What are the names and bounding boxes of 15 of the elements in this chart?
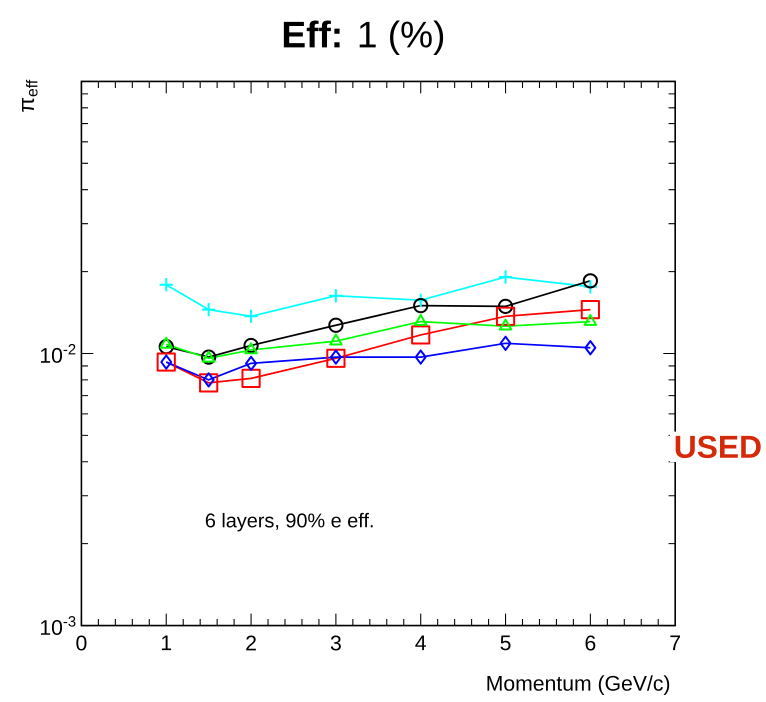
x-tick-label: 3 xyxy=(330,636,341,651)
y-axis-title: π$_{eff}$ xyxy=(22,80,38,112)
annotation: 6 layers, 90% e eff. xyxy=(206,512,373,532)
x-tick-label: 2 xyxy=(246,636,256,650)
y-tick-label: 10$^{-2}$ xyxy=(40,344,76,363)
x-axis-title: Momentum (GeV/c) xyxy=(487,675,670,695)
x-tick-label: 7 xyxy=(670,636,680,650)
y-tick-label: 10$^{-3}$ xyxy=(40,616,76,635)
x-tick-label: 4 xyxy=(415,636,426,650)
x-tick-label: 1 xyxy=(162,636,172,650)
x-tick-label: 6 xyxy=(586,636,596,651)
text: USED xyxy=(676,436,761,458)
x-tick-label: 0 xyxy=(76,636,86,651)
x-tick-label: 5 xyxy=(500,636,511,650)
chart-title: Eff: 1 (%) xyxy=(284,20,444,55)
